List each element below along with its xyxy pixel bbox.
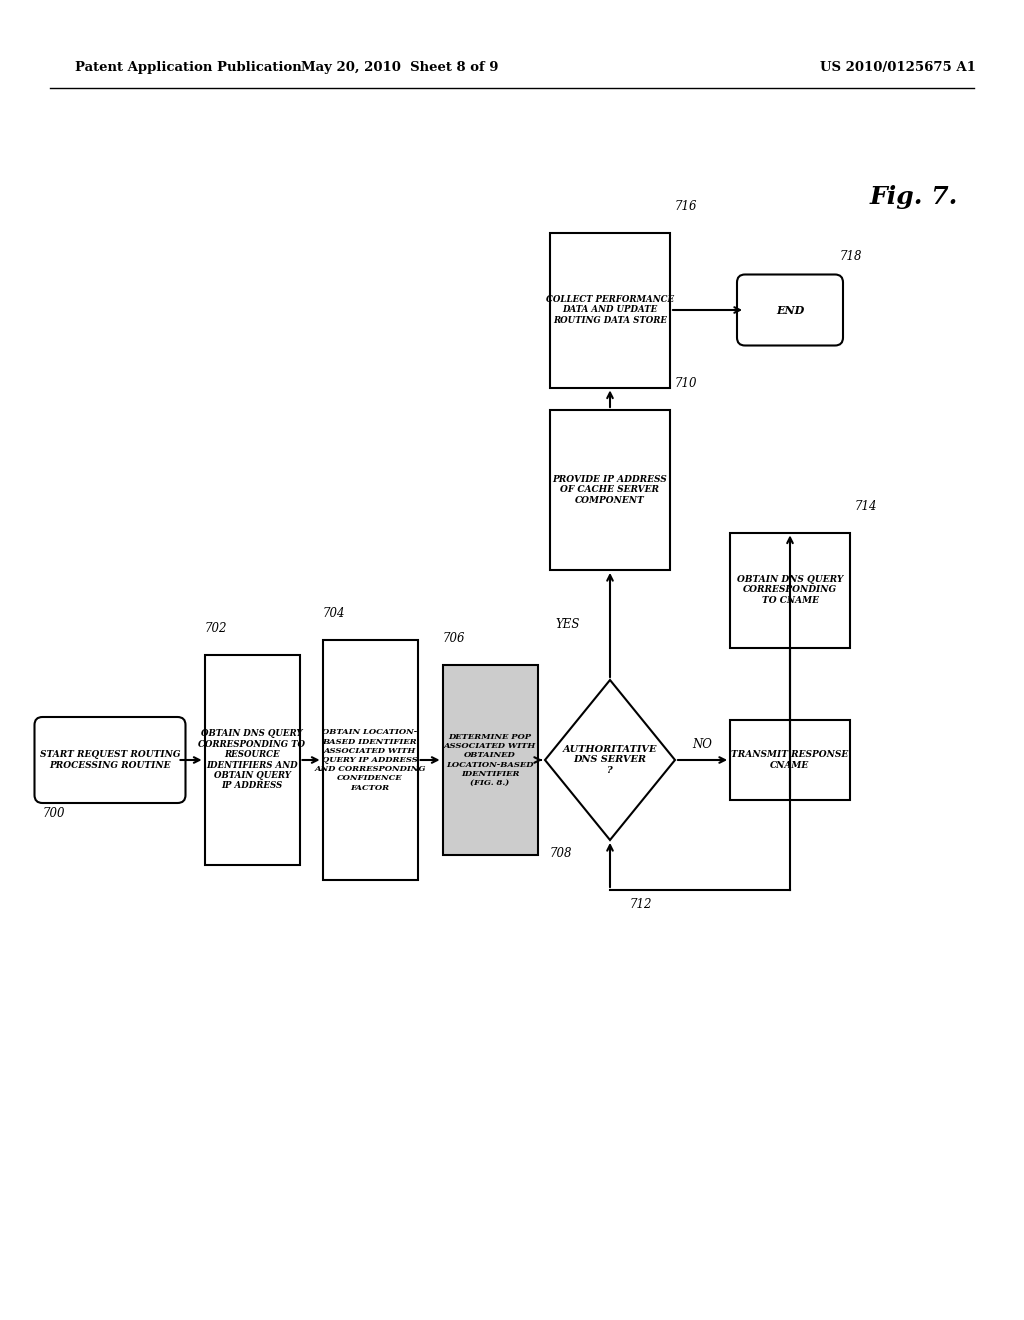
Bar [730,719,850,800]
Text: 706: 706 [442,632,465,645]
Text: 708: 708 [550,847,572,861]
Text: 714: 714 [855,499,878,512]
Text: NO: NO [692,738,713,751]
Bar [323,640,418,880]
Text: 710: 710 [675,378,697,389]
Bar [730,532,850,648]
Bar [550,411,670,570]
Text: START REQUEST ROUTING
PROCESSING ROUTINE: START REQUEST ROUTING PROCESSING ROUTINE [40,750,180,770]
Text: AUTHORITATIVE
DNS SERVER
?: AUTHORITATIVE DNS SERVER ? [563,744,657,775]
Text: DETERMINE POP
ASSOCIATED WITH
OBTAINED
LOCATION-BASED
IDENTIFIER
(FIG. 8.): DETERMINE POP ASSOCIATED WITH OBTAINED L… [443,733,537,787]
Text: YES: YES [556,619,580,631]
Text: OBTAIN DNS QUERY
CORRESPONDING TO
RESOURCE
IDENTIFIERS AND
OBTAIN QUERY
IP ADDRE: OBTAIN DNS QUERY CORRESPONDING TO RESOUR… [199,730,305,791]
Text: PROVIDE IP ADDRESS
OF CACHE SERVER
COMPONENT: PROVIDE IP ADDRESS OF CACHE SERVER COMPO… [553,475,668,504]
Text: Fig. 7.: Fig. 7. [870,185,958,209]
Text: 700: 700 [43,807,65,820]
FancyBboxPatch shape [35,717,185,803]
Text: Patent Application Publication: Patent Application Publication [75,62,302,74]
Text: TRANSMIT RESPONSE
CNAME: TRANSMIT RESPONSE CNAME [731,750,849,770]
Text: OBTAIN DNS QUERY
CORRESPONDING
TO CNAME: OBTAIN DNS QUERY CORRESPONDING TO CNAME [737,576,843,605]
Text: COLLECT PERFORMANCE
DATA AND UPDATE
ROUTING DATA STORE: COLLECT PERFORMANCE DATA AND UPDATE ROUT… [546,296,674,325]
Text: END: END [776,305,804,315]
FancyBboxPatch shape [737,275,843,346]
Text: US 2010/0125675 A1: US 2010/0125675 A1 [820,62,976,74]
Bar [205,655,299,865]
Bar [550,232,670,388]
Text: 718: 718 [840,249,862,263]
Polygon shape [545,680,675,840]
Text: 716: 716 [675,199,697,213]
Text: 702: 702 [205,622,227,635]
Text: May 20, 2010  Sheet 8 of 9: May 20, 2010 Sheet 8 of 9 [301,62,499,74]
Text: 712: 712 [630,899,652,912]
Bar [442,665,538,855]
Text: 704: 704 [323,607,345,620]
Text: OBTAIN LOCATION-
BASED IDENTIFIER
ASSOCIATED WITH
QUERY IP ADDRESS
AND CORRESPON: OBTAIN LOCATION- BASED IDENTIFIER ASSOCI… [314,729,426,792]
